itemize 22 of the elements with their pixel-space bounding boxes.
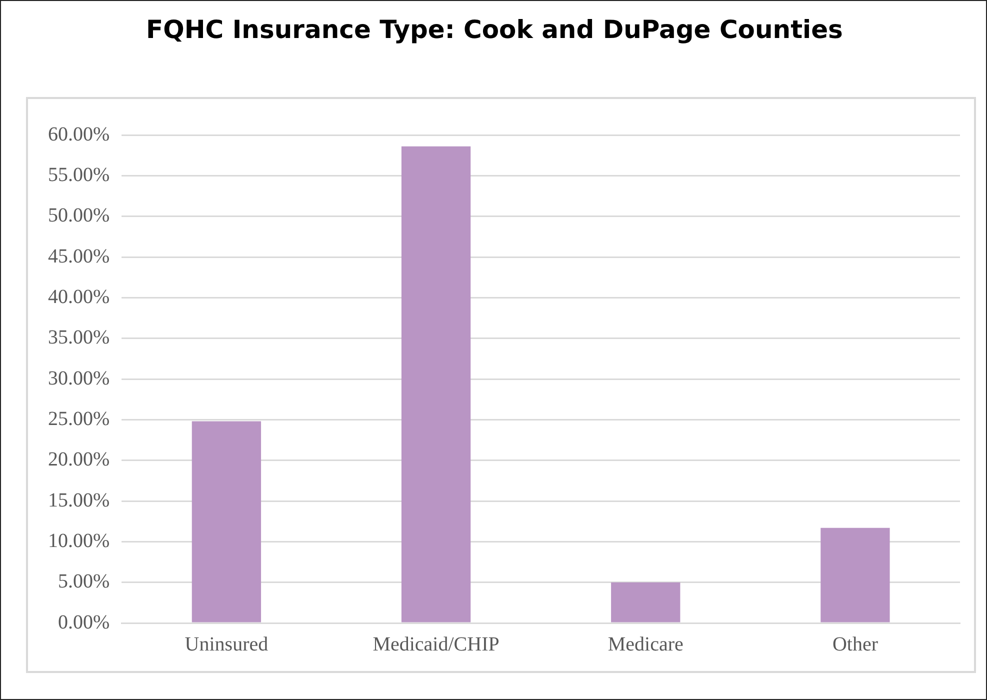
y-tick-label: 50.00%: [48, 204, 110, 227]
x-tick-label: Medicaid/CHIP: [372, 633, 500, 656]
y-tick-label: 20.00%: [48, 448, 110, 471]
y-tick-label: 60.00%: [48, 123, 110, 146]
bar: [192, 421, 262, 622]
y-tick-label: 40.00%: [48, 286, 110, 308]
y-tick-label: 30.00%: [48, 367, 110, 390]
x-tick-label: Medicare: [608, 633, 684, 656]
y-tick-label: 35.00%: [48, 326, 110, 349]
y-tick-label: 25.00%: [48, 408, 110, 430]
y-tick-label: 45.00%: [48, 245, 110, 268]
x-tick-label: Other: [832, 633, 878, 656]
x-tick-label: Uninsured: [184, 633, 268, 656]
y-tick-label: 10.00%: [48, 530, 110, 552]
bar: [820, 528, 890, 622]
y-tick-label: 0.00%: [58, 611, 110, 634]
y-tick-label: 15.00%: [48, 489, 110, 512]
y-tick-label: 55.00%: [48, 164, 110, 186]
bar: [611, 582, 680, 622]
chart-title: FQHC Insurance Type: Cook and DuPage Counties: [145, 15, 844, 44]
y-tick-label: 5.00%: [58, 570, 110, 593]
bar: [401, 146, 471, 622]
